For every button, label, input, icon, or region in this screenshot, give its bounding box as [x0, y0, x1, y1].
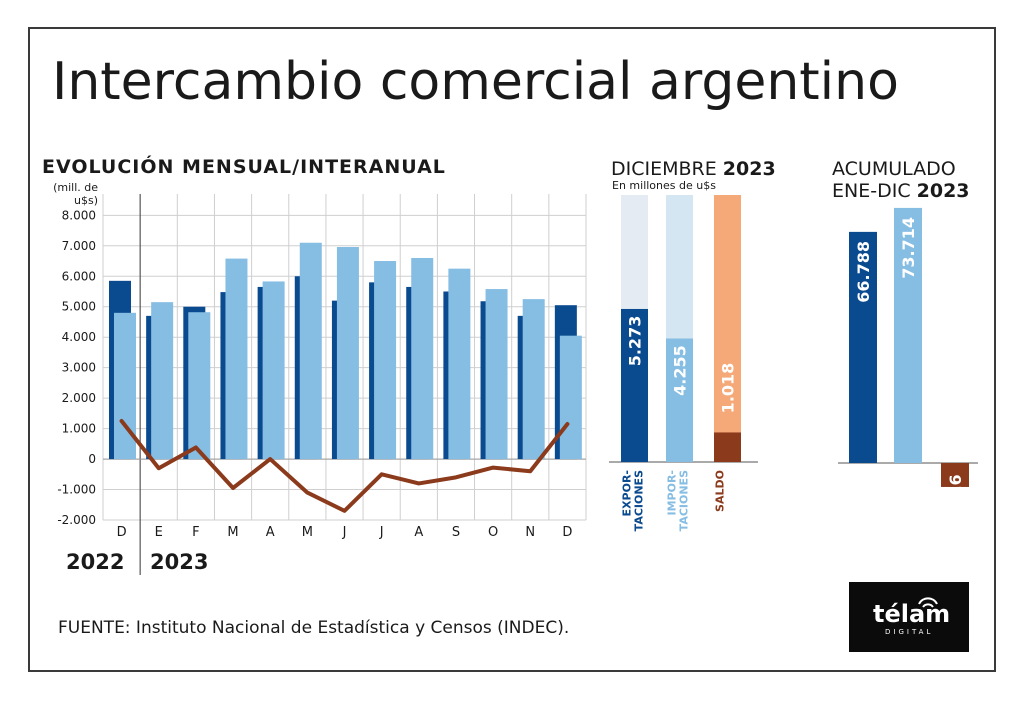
y-tick-label: -2.000 — [57, 513, 96, 527]
cumulative-value-label: -6.926 — [946, 474, 965, 531]
x-tick-label: O — [488, 525, 498, 540]
december-title-main: DICIEMBRE — [611, 158, 717, 180]
year-label-2022: 2022 — [66, 550, 125, 574]
december-category-label: TACIONES — [633, 470, 646, 531]
import-bar — [114, 312, 136, 460]
logo-signal-arc — [918, 597, 938, 605]
december-bar-saldo — [714, 432, 741, 462]
december-value-label: 4.255 — [671, 345, 690, 396]
source-note: FUENTE: Instituto Nacional de Estadístic… — [58, 618, 570, 638]
cumulative-title-year: 2023 — [916, 180, 970, 202]
x-tick-label: E — [155, 525, 163, 540]
december-category-label: TACIONES — [678, 470, 691, 531]
y-tick-label: 7.000 — [62, 239, 96, 253]
import-bar — [559, 335, 582, 460]
x-tick-label: S — [452, 525, 460, 540]
cumulative-chart-title: ACUMULADO ENE-DIC 2023 — [832, 158, 970, 202]
logo-name: télam — [873, 600, 951, 628]
x-tick-label: J — [342, 525, 347, 540]
december-bar-exports — [621, 308, 648, 462]
x-tick-label: J — [379, 525, 384, 540]
december-chart-title: DICIEMBRE 2023 — [611, 158, 776, 180]
cumulative-title-line2: ENE-DIC — [832, 180, 911, 202]
import-bar — [262, 281, 285, 460]
cumulative-bar-saldo — [941, 463, 969, 487]
y-tick-label: 1.000 — [62, 422, 96, 436]
import-bar — [522, 299, 545, 460]
import-bar — [411, 257, 434, 460]
year-label-2023: 2023 — [150, 550, 209, 574]
y-tick-label: 8.000 — [62, 208, 96, 222]
monthly-chart-title: EVOLUCIÓN MENSUAL/INTERANUAL — [42, 156, 446, 178]
infographic-frame — [28, 27, 996, 672]
import-bar — [374, 261, 397, 460]
import-bar — [151, 302, 174, 460]
x-tick-label: M — [302, 525, 313, 540]
december-bar-imports — [666, 338, 693, 462]
december-bar-background-saldo — [714, 195, 741, 462]
import-bar — [299, 242, 322, 460]
cumulative-value-label: 73.714 — [899, 217, 918, 279]
cumulative-bar-imports — [894, 207, 922, 463]
x-tick-label: M — [227, 525, 238, 540]
y-tick-label: 5.000 — [62, 300, 96, 314]
import-bar — [485, 289, 508, 460]
y-tick-label: 3.000 — [62, 361, 96, 375]
monthly-chart-unit: (mill. de u$s) — [53, 181, 98, 207]
december-value-label: 5.273 — [626, 316, 645, 367]
y-tick-label: -1.000 — [57, 483, 96, 497]
import-bar — [336, 247, 359, 460]
december-chart-subtitle: En millones de u$s — [612, 179, 716, 192]
import-bar — [188, 312, 211, 460]
x-tick-label: D — [117, 525, 127, 540]
telam-logo: télam DIGITAL — [849, 582, 969, 652]
x-tick-label: F — [192, 525, 199, 540]
x-tick-label: N — [525, 525, 535, 540]
import-bar — [225, 258, 248, 460]
december-category-label: EXPOR- — [621, 470, 634, 516]
december-title-year: 2023 — [722, 158, 776, 180]
x-tick-label: A — [266, 525, 275, 540]
x-tick-label: A — [414, 525, 423, 540]
logo-subtitle: DIGITAL — [885, 628, 934, 636]
page-title: Intercambio comercial argentino — [52, 52, 899, 112]
december-category-label: IMPOR- — [666, 470, 679, 516]
december-value-label: 1.018 — [719, 363, 738, 414]
cumulative-title-main: ACUMULADO — [832, 158, 956, 180]
december-category-label: SALDO — [714, 470, 727, 512]
y-tick-label: 0 — [88, 452, 96, 466]
import-bar — [448, 268, 471, 460]
y-tick-label: 4.000 — [62, 330, 96, 344]
y-tick-label: 2.000 — [62, 391, 96, 405]
logo-signal-arc-inner — [922, 603, 934, 608]
y-tick-label: 6.000 — [62, 269, 96, 283]
x-tick-label: D — [562, 525, 572, 540]
cumulative-value-label: 66.788 — [854, 241, 873, 303]
cumulative-bar-exports — [849, 231, 877, 463]
